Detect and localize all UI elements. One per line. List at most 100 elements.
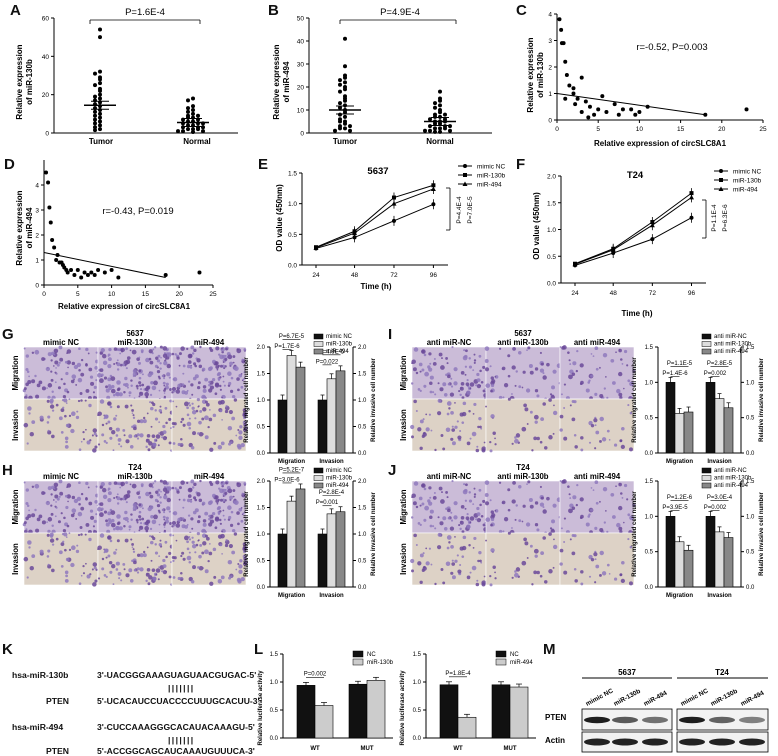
cell-dot xyxy=(571,372,576,377)
cell-dot xyxy=(166,363,171,369)
actin-band xyxy=(739,738,765,746)
panel-f-title: T24 xyxy=(627,170,644,181)
cell-dot xyxy=(55,501,57,503)
cell-dot xyxy=(75,415,80,420)
ylabel-right: Relative invasive cell number xyxy=(759,357,765,441)
cell-dot xyxy=(232,495,235,498)
cell-dot xyxy=(238,373,243,378)
cell-dot xyxy=(116,539,120,543)
cell-dot xyxy=(116,359,119,362)
data-point xyxy=(191,104,195,109)
cell-dot xyxy=(107,535,111,539)
cell-dot xyxy=(468,491,471,494)
cell-dot xyxy=(88,403,92,408)
cell-dot xyxy=(191,402,194,405)
data-point xyxy=(96,268,101,272)
cell-dot xyxy=(50,370,53,373)
cell-dot xyxy=(465,516,470,520)
cell-dot xyxy=(41,357,45,361)
cell-dot xyxy=(490,523,493,527)
cell-dot xyxy=(26,504,30,507)
ylabel-right: Relative invasive cell number xyxy=(371,491,377,575)
ytick-label: 0.5 xyxy=(547,254,556,261)
cell-dot xyxy=(606,530,609,534)
cell-dot xyxy=(85,562,87,565)
legend-label: miR-130b xyxy=(477,173,506,180)
ytick-label: 1.0 xyxy=(270,680,279,686)
pvalue: P=2.8E-4 xyxy=(319,490,345,496)
cell-dot xyxy=(112,583,115,586)
cell-dot xyxy=(156,493,161,497)
marker xyxy=(650,237,655,242)
data-point xyxy=(196,113,200,118)
pvalue: P=0.002 xyxy=(704,505,727,511)
ylabel-right: Relative invasive cell number xyxy=(759,491,765,575)
cell-dot xyxy=(89,573,92,576)
cell-dot xyxy=(209,500,213,504)
data-point xyxy=(428,128,432,133)
xtick-label: 48 xyxy=(351,272,359,279)
cell-dot xyxy=(438,486,443,491)
cell-dot xyxy=(133,531,136,534)
data-point xyxy=(44,170,49,175)
cell-dot xyxy=(65,574,68,578)
cell-dot xyxy=(146,434,151,438)
cell-dot xyxy=(599,439,602,443)
cell-dot xyxy=(446,362,449,365)
row-header: Invasion xyxy=(11,409,20,441)
cell-dot xyxy=(201,528,206,534)
panel-e-title: 5637 xyxy=(367,166,388,177)
cell-dot xyxy=(80,506,85,511)
cell-dot xyxy=(80,372,85,377)
cell-dot xyxy=(84,533,87,536)
cell-dot xyxy=(432,525,435,528)
cell-dot xyxy=(97,373,102,378)
cell-dot xyxy=(107,377,112,382)
marker xyxy=(689,215,694,220)
cell-dot xyxy=(599,550,604,556)
panel-label-b: B xyxy=(268,2,279,19)
data-point xyxy=(69,268,74,272)
cell-dot xyxy=(429,362,432,365)
cell-dot xyxy=(188,417,191,420)
k-mirna2-seq: 3'-CUCCAAAGGGCACAUACAAAGU-5' xyxy=(97,722,255,732)
marker xyxy=(719,178,723,182)
data-point xyxy=(98,77,102,82)
cell-dot xyxy=(116,496,121,501)
ytick-label: 0.0 xyxy=(257,451,266,457)
series-line xyxy=(574,196,692,265)
cell-dot xyxy=(155,356,159,360)
ytick-label: 1 xyxy=(548,91,552,98)
data-point xyxy=(616,112,621,117)
cell-dot xyxy=(58,361,61,364)
cell-dot xyxy=(459,527,462,531)
cell-dot xyxy=(228,381,232,386)
ytick-label: 60 xyxy=(42,16,50,23)
cell-dot xyxy=(153,380,158,386)
cell-dot xyxy=(594,526,598,530)
data-point xyxy=(557,17,562,22)
column-header: mimic NC xyxy=(43,338,79,347)
actin-band xyxy=(612,738,638,746)
data-point xyxy=(98,69,102,74)
column-header: anti miR-NC xyxy=(427,338,472,347)
ytick-label-right: 1.0 xyxy=(358,532,367,538)
cell-dot xyxy=(221,396,223,399)
data-point xyxy=(438,129,442,134)
cell-dot xyxy=(228,543,233,549)
data-point xyxy=(343,80,347,85)
cell-dot xyxy=(177,517,182,522)
data-point xyxy=(559,41,564,46)
data-point xyxy=(343,75,347,80)
cell-dot xyxy=(24,395,28,400)
cell-dot xyxy=(161,374,165,378)
ytick-label: 0.0 xyxy=(270,736,279,742)
cell-dot xyxy=(214,382,220,387)
ytick-label: 0.0 xyxy=(645,585,654,591)
cell-dot xyxy=(464,507,467,510)
cell-dot xyxy=(188,535,191,538)
cell-dot xyxy=(219,354,224,360)
cell-dot xyxy=(552,503,557,508)
cell-dot xyxy=(492,431,496,436)
cell-dot xyxy=(219,543,223,547)
